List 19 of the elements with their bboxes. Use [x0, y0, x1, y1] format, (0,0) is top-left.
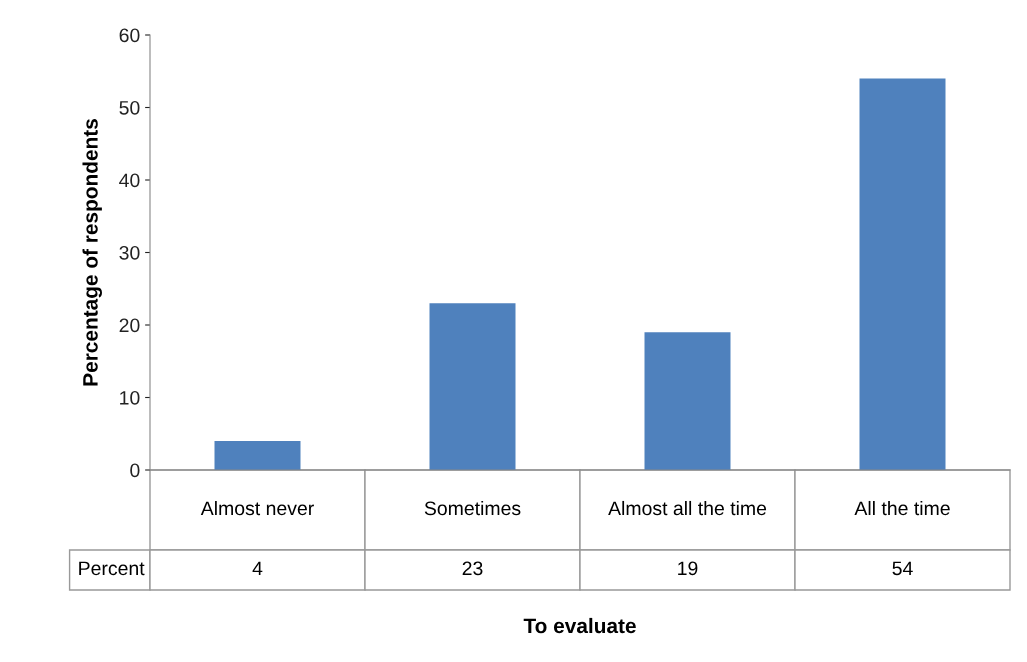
x-tick-label: All the time [854, 500, 950, 516]
y-tick-label: 20 [119, 318, 140, 333]
y-tick-label: 0 [130, 463, 140, 478]
data-label: 4 [252, 561, 263, 576]
x-tick-label: Almost never [200, 500, 314, 516]
x-tick-label: Sometimes [424, 500, 521, 516]
y-tick-label: 50 [119, 100, 140, 115]
data-label: 23 [462, 561, 483, 576]
y-tick-label: 40 [119, 173, 140, 188]
y-axis-title: Percentage of respondents [82, 119, 102, 386]
data-label: 19 [678, 561, 698, 576]
x-axis-title: To evaluate [523, 617, 636, 634]
data-label: 54 [892, 561, 913, 576]
y-tick-label: 30 [119, 245, 140, 260]
y-tick-label: 10 [120, 390, 140, 405]
bar [214, 441, 301, 470]
text: Percent [79, 561, 145, 576]
x-tick-label: Almost all the time [608, 500, 767, 516]
y-tick-label: 60 [119, 28, 140, 43]
